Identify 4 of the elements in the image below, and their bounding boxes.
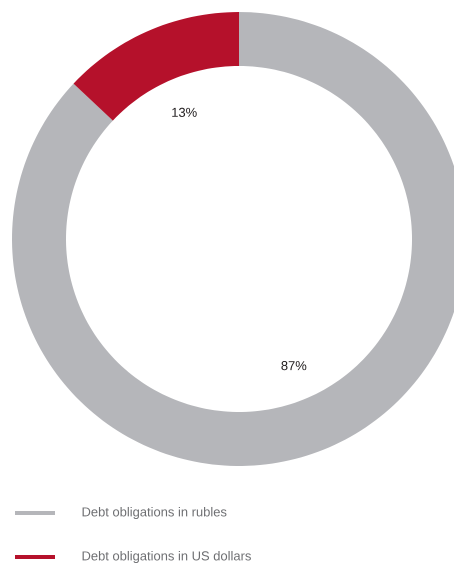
data-label: 87% — [281, 361, 306, 370]
legend-label: Debt obligations in US dollars — [82, 550, 251, 564]
data-label: 13% — [172, 108, 197, 117]
legend-label: Debt obligations in rubles — [82, 506, 226, 520]
